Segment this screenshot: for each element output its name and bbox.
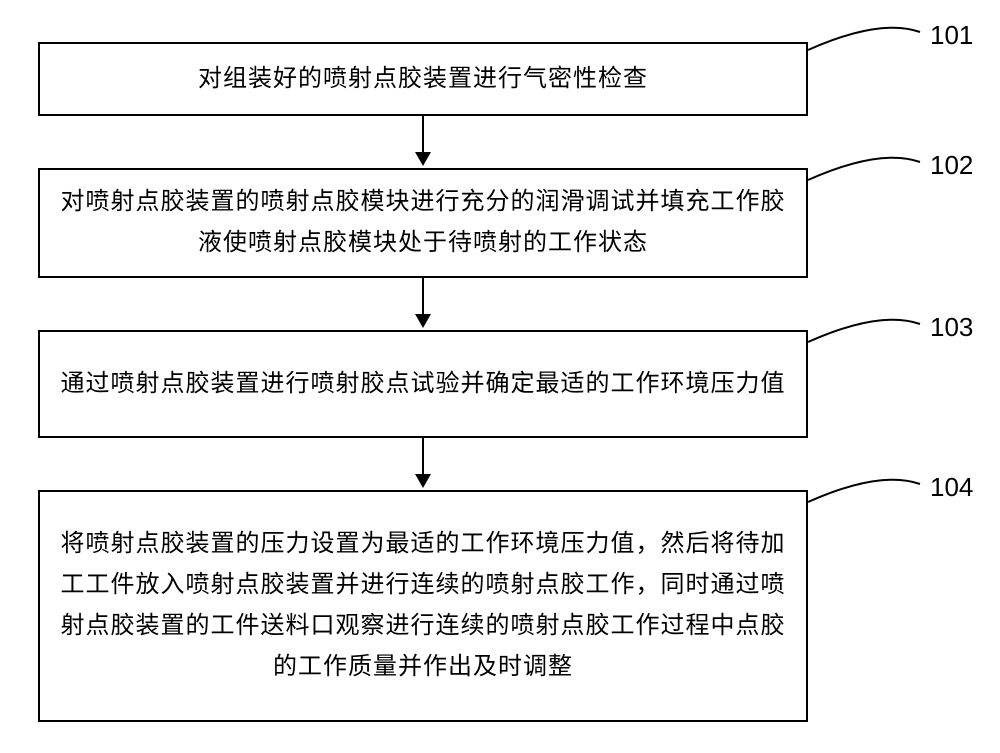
arrow-line-step2-step3 [422, 278, 424, 316]
flow-text-step4: 将喷射点胶装置的压力设置为最适的工作环境压力值，然后将待加工工件放入喷射点胶装置… [56, 524, 790, 687]
flow-box-step4: 将喷射点胶装置的压力设置为最适的工作环境压力值，然后将待加工工件放入喷射点胶装置… [38, 490, 808, 722]
arrow-head-icon [415, 152, 431, 166]
flow-text-step1: 对组装好的喷射点胶装置进行气密性检查 [198, 59, 648, 100]
arrow-head-icon [415, 474, 431, 488]
arrow-line-step3-step4 [422, 438, 424, 476]
flow-box-step1: 对组装好的喷射点胶装置进行气密性检查 [38, 42, 808, 116]
flowchart-canvas: 对组装好的喷射点胶装置进行气密性检查 101 对喷射点胶装置的喷射点胶模块进行充分的… [0, 0, 1000, 753]
flow-text-step3: 通过喷射点胶装置进行喷射胶点试验并确定最适的工作环境压力值 [61, 364, 786, 405]
step-label-104: 104 [930, 472, 973, 503]
arrow-line-step1-step2 [422, 116, 424, 154]
flow-text-step2: 对喷射点胶装置的喷射点胶模块进行充分的润滑调试并填充工作胶液使喷射点胶模块处于待… [56, 182, 790, 264]
step-label-101: 101 [930, 20, 973, 51]
flow-box-step3: 通过喷射点胶装置进行喷射胶点试验并确定最适的工作环境压力值 [38, 330, 808, 438]
step-label-102: 102 [930, 150, 973, 181]
flow-box-step2: 对喷射点胶装置的喷射点胶模块进行充分的润滑调试并填充工作胶液使喷射点胶模块处于待… [38, 168, 808, 278]
arrow-head-icon [415, 314, 431, 328]
step-label-103: 103 [930, 312, 973, 343]
